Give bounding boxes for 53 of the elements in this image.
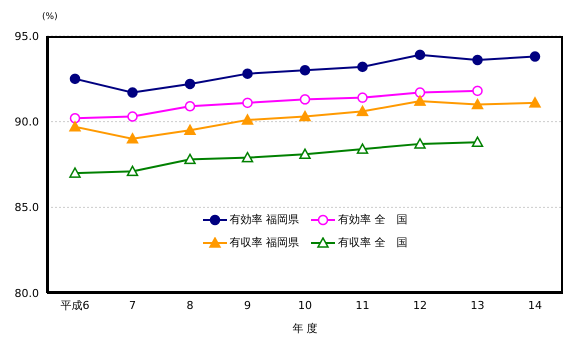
- x-tick-label: 12: [413, 298, 427, 312]
- point: [472, 54, 483, 66]
- point: [414, 87, 426, 98]
- point: [414, 95, 426, 106]
- point: [184, 100, 196, 112]
- x-tick-label: 7: [129, 298, 136, 312]
- point: [300, 94, 310, 105]
- point: [184, 124, 196, 135]
- legend-label: 有収率 全 国: [338, 235, 408, 250]
- point: [70, 74, 80, 84]
- y-tick-label: 80.0: [14, 286, 39, 300]
- point: [69, 121, 81, 132]
- point: [184, 154, 196, 164]
- point: [357, 92, 368, 103]
- point: [356, 143, 368, 154]
- x-tick-label: 9: [244, 298, 251, 312]
- y-tick-label: 90.0: [14, 116, 39, 129]
- point: [127, 111, 138, 122]
- point: [127, 87, 138, 98]
- point: [529, 97, 541, 108]
- y-tick-label: 85.0: [14, 201, 39, 214]
- legend-label: 有効率 福岡県: [230, 212, 299, 227]
- legend-label: 有効率 全 国: [338, 212, 408, 227]
- point: [184, 78, 196, 90]
- point: [472, 98, 484, 110]
- point: [414, 138, 426, 149]
- point: [242, 98, 253, 108]
- point: [242, 114, 254, 125]
- y-axis-title: (%): [42, 12, 58, 22]
- point: [300, 65, 310, 76]
- y-tick-label: 95.0: [14, 30, 39, 43]
- x-tick-label: 10: [298, 298, 312, 312]
- point: [357, 62, 368, 72]
- point: [126, 166, 138, 176]
- point: [69, 167, 81, 178]
- point: [356, 106, 368, 116]
- point: [242, 68, 253, 79]
- point: [70, 112, 80, 124]
- x-tick-label: 13: [470, 298, 484, 312]
- point: [242, 152, 254, 162]
- point: [299, 148, 311, 159]
- point: [299, 110, 311, 122]
- x-tick-label: 14: [528, 298, 542, 312]
- point: [530, 51, 540, 62]
- point: [414, 50, 426, 60]
- x-tick-label: 8: [186, 298, 194, 312]
- x-tick-label: 11: [356, 298, 370, 312]
- point: [472, 86, 483, 96]
- point: [472, 136, 484, 147]
- point: [126, 133, 138, 144]
- legend-label: 有収率 福岡県: [230, 235, 299, 250]
- x-axis-title: 年 度: [292, 322, 318, 335]
- x-tick-label: 平成6: [60, 298, 90, 312]
